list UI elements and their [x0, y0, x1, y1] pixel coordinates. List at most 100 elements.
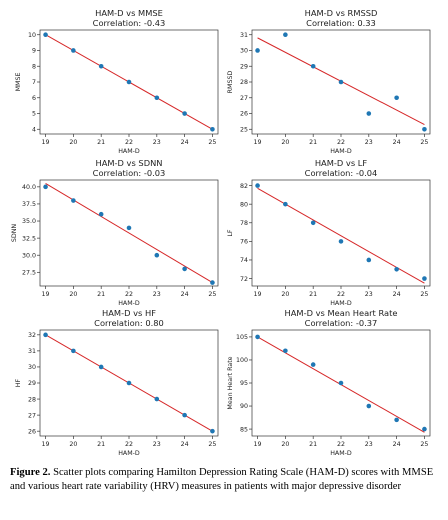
data-point [98, 211, 104, 217]
chart-subtitle: Correlation: -0.37 [305, 318, 378, 328]
y-tick-label: 78 [240, 220, 248, 227]
x-tick-label: 24 [393, 441, 401, 448]
x-tick-label: 23 [153, 291, 161, 298]
x-tick-label: 23 [365, 139, 373, 146]
chart-subtitle: Correlation: 0.33 [306, 18, 376, 28]
x-tick-label: 25 [420, 139, 428, 146]
x-tick-label: 22 [125, 139, 133, 146]
data-point [98, 63, 104, 69]
x-tick-label: 22 [337, 441, 345, 448]
data-point [310, 63, 316, 69]
y-tick-label: 29 [28, 380, 36, 387]
chart-title: HAM-D vs Mean Heart Rate [285, 308, 398, 318]
y-tick-label: 31 [240, 32, 248, 39]
x-tick-label: 24 [393, 139, 401, 146]
y-tick-label: 7 [32, 79, 36, 86]
x-tick-label: 24 [181, 139, 189, 146]
data-point [182, 412, 187, 418]
x-axis-label: HAM-D [118, 300, 140, 307]
y-tick-label: 85 [240, 426, 248, 433]
chart-title: HAM-D vs SDNN [95, 158, 162, 168]
data-point [182, 111, 187, 116]
data-point [338, 380, 344, 386]
data-point [71, 348, 76, 354]
x-tick-label: 20 [69, 139, 77, 146]
x-tick-label: 19 [42, 139, 50, 146]
y-tick-label: 76 [240, 239, 248, 246]
y-tick-label: 30 [240, 48, 248, 55]
y-tick-label: 27 [28, 412, 36, 419]
chart-subtitle: Correlation: -0.04 [305, 168, 378, 178]
y-tick-label: 8 [32, 63, 36, 70]
data-point [126, 79, 132, 85]
data-point [71, 48, 76, 53]
x-tick-label: 24 [181, 441, 189, 448]
y-tick-label: 28 [240, 79, 248, 86]
chart-subtitle: Correlation: -0.03 [93, 168, 166, 178]
data-point [43, 332, 48, 338]
data-point [43, 184, 48, 190]
data-point [283, 201, 288, 207]
y-axis-label: MMSE [15, 73, 22, 92]
y-axis-label: RMSSD [227, 71, 234, 94]
x-tick-label: 19 [42, 291, 50, 298]
y-tick-label: 27 [240, 95, 248, 102]
x-tick-label: 20 [281, 441, 289, 448]
x-axis-label: HAM-D [118, 148, 140, 155]
y-tick-label: 28 [28, 396, 36, 403]
y-tick-label: 82 [240, 183, 248, 190]
y-tick-label: 80 [240, 201, 248, 208]
data-point [283, 348, 288, 354]
chart-subtitle: Correlation: -0.43 [93, 18, 166, 28]
data-point [255, 183, 260, 188]
data-point [338, 79, 344, 85]
x-tick-label: 19 [254, 139, 262, 146]
x-tick-label: 23 [153, 139, 161, 146]
y-tick-label: 72 [240, 276, 248, 283]
chart-title: HAM-D vs LF [315, 158, 368, 168]
y-axis-label: SDNN [11, 224, 18, 243]
caption-text: Scatter plots comparing Hamilton Depress… [10, 467, 434, 492]
x-tick-label: 19 [254, 441, 262, 448]
data-point [182, 266, 187, 272]
y-tick-label: 74 [240, 257, 248, 264]
y-tick-label: 35.0 [22, 218, 36, 225]
x-tick-label: 22 [125, 441, 133, 448]
caption-label: Figure 2. [10, 467, 51, 478]
x-tick-label: 21 [97, 291, 105, 298]
data-point [210, 428, 215, 434]
data-point [71, 198, 76, 203]
data-point [394, 95, 399, 101]
x-tick-label: 19 [42, 441, 50, 448]
y-tick-label: 30 [28, 364, 36, 371]
y-tick-label: 40.0 [22, 184, 36, 191]
y-tick-label: 95 [240, 380, 248, 387]
data-point [394, 266, 399, 272]
data-point [283, 32, 288, 38]
y-tick-label: 31 [28, 348, 36, 355]
data-point [255, 48, 260, 53]
regression-line [45, 182, 213, 284]
plot-frame [251, 179, 431, 287]
regression-line [257, 187, 425, 284]
x-tick-label: 25 [420, 441, 428, 448]
chart-title: HAM-D vs HF [102, 308, 156, 318]
y-tick-label: 30.0 [22, 252, 36, 259]
y-tick-label: 10 [28, 32, 36, 39]
x-tick-label: 20 [281, 291, 289, 298]
y-tick-label: 4 [32, 126, 36, 133]
data-point [210, 126, 215, 132]
x-tick-label: 25 [420, 291, 428, 298]
x-tick-label: 23 [153, 441, 161, 448]
data-point [422, 276, 427, 281]
x-tick-label: 25 [208, 291, 216, 298]
x-axis-label: HAM-D [118, 450, 140, 457]
data-point [366, 111, 372, 116]
chart-title: HAM-D vs MMSE [95, 8, 163, 18]
x-tick-label: 24 [393, 291, 401, 298]
y-tick-label: 6 [32, 95, 36, 102]
